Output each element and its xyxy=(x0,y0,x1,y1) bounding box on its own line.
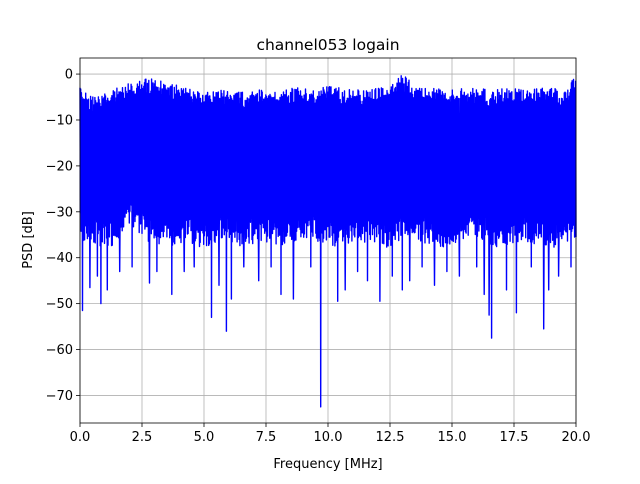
y-tick-label: −10 xyxy=(46,113,73,128)
axes: 0.0 2.5 5.0 7.5 10.0 12.5 15.0 17.5 20.0 0 −10 −20 −… xyxy=(46,57,591,445)
x-tick-label: 0.0 xyxy=(70,430,91,445)
x-tick-label: 17.5 xyxy=(500,430,529,445)
y-tick-label: −50 xyxy=(46,297,73,312)
y-tick-label: 0 xyxy=(65,68,73,83)
y-tick-label: −20 xyxy=(46,159,73,174)
x-tick-label: 15.0 xyxy=(438,430,467,445)
x-axis-label: Frequency [MHz] xyxy=(273,457,382,472)
x-tick-label: 10.0 xyxy=(314,430,343,445)
x-tick-label: 5.0 xyxy=(194,430,215,445)
y-tick-label: −60 xyxy=(46,343,73,358)
x-tick-label: 20.0 xyxy=(562,430,591,445)
y-tick-label: −70 xyxy=(46,389,73,404)
series-layer xyxy=(79,75,577,408)
psd-series-line xyxy=(79,75,577,408)
chart-title: channel053 logain xyxy=(256,36,399,54)
x-tick-label: 2.5 xyxy=(132,430,153,445)
y-tick-label: −40 xyxy=(46,251,73,266)
x-tick-label: 12.5 xyxy=(376,430,405,445)
x-tick-label: 7.5 xyxy=(256,430,277,445)
y-axis-label: PSD [dB] xyxy=(21,211,36,269)
y-tick-label: −30 xyxy=(46,205,73,220)
